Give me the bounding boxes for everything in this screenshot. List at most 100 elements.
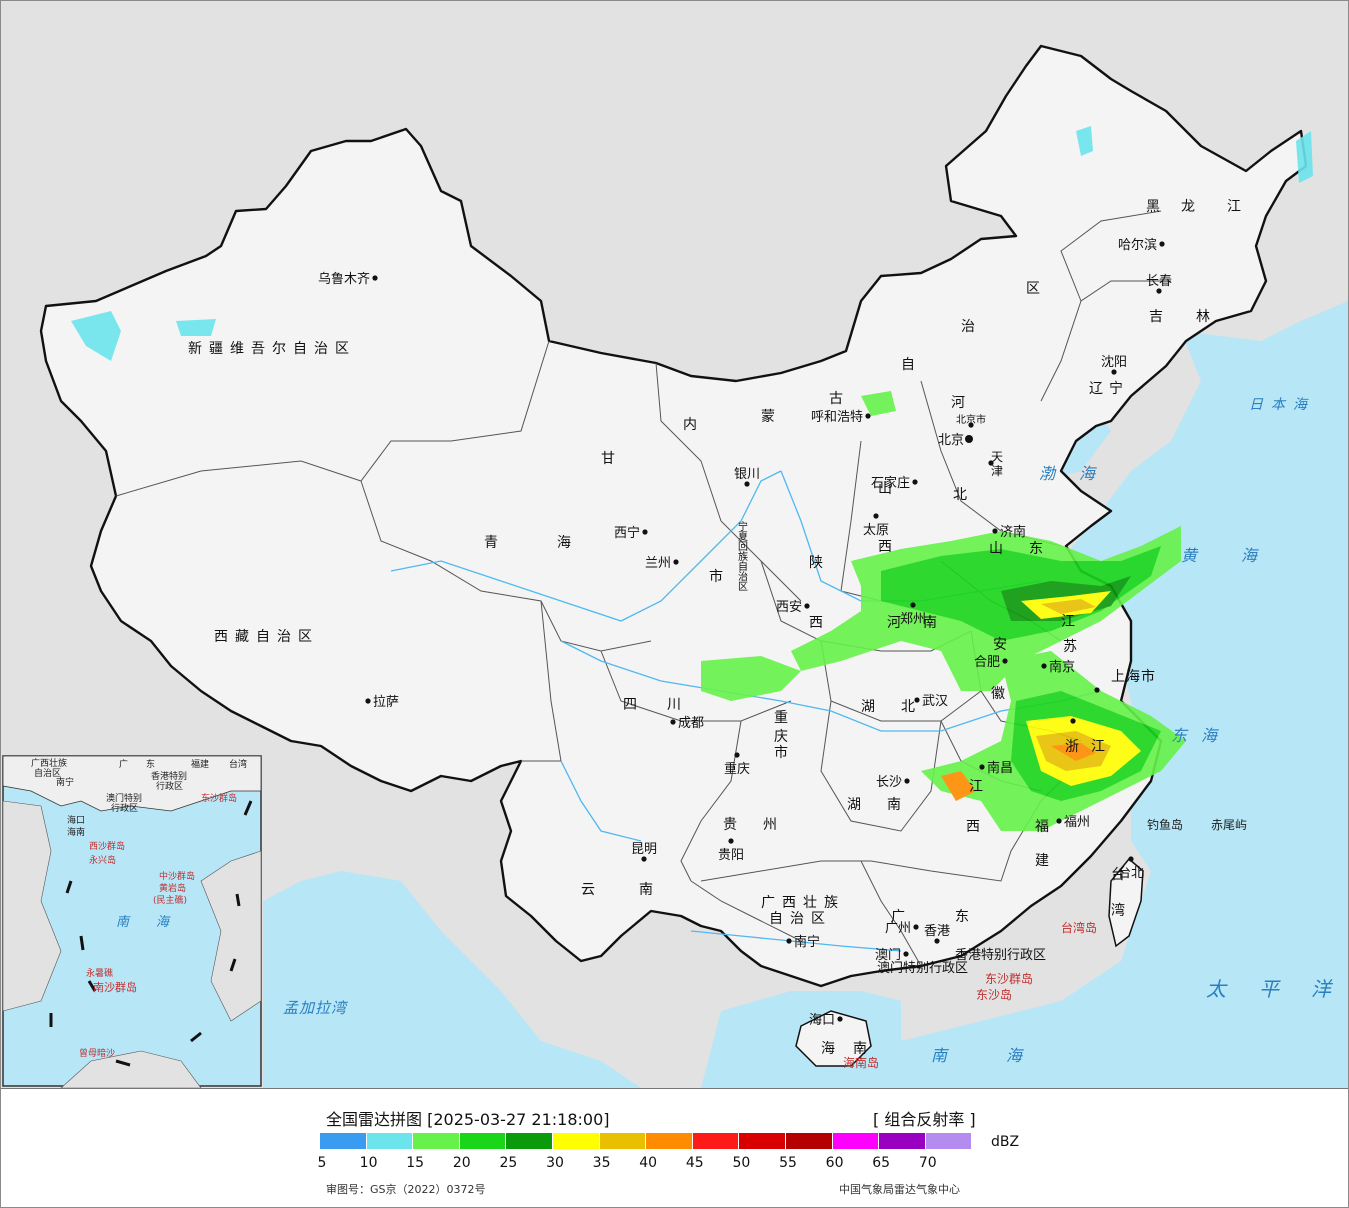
city-label: 南京: [1049, 659, 1075, 675]
svg-text:中沙群岛: 中沙群岛: [159, 870, 195, 882]
svg-text:自: 自: [901, 357, 922, 373]
svg-text:东: 东: [1171, 726, 1195, 745]
city-label: 郑州: [900, 612, 926, 627]
scale-tick-label: 15: [406, 1155, 425, 1171]
city-marker: [365, 698, 371, 704]
city-marker: [979, 764, 985, 770]
city-marker: [912, 479, 918, 485]
svg-text:日本海: 日本海: [1249, 397, 1315, 413]
city-label: 石家庄: [871, 475, 910, 491]
city-marker: [1094, 687, 1100, 693]
city-marker: [903, 951, 909, 957]
svg-text:东: 东: [1029, 541, 1050, 557]
scale-tick-label: 5: [317, 1155, 327, 1171]
inset-nine-dash: [49, 800, 253, 1067]
city-label: 北京市: [956, 413, 986, 426]
svg-text:黑: 黑: [1146, 199, 1167, 215]
svg-text:湾: 湾: [1111, 902, 1132, 919]
city-marker: [965, 435, 973, 443]
svg-text:广西壮族: 广西壮族: [761, 895, 845, 911]
svg-text:州: 州: [763, 817, 784, 833]
color-swatch: [879, 1133, 926, 1149]
svg-text:江: 江: [1061, 614, 1082, 630]
svg-text:海: 海: [821, 1041, 842, 1057]
svg-text:津: 津: [991, 464, 1010, 478]
inset-labels: 广西壮族 自治区 南宁 广东 福建 台湾 香港特别行政区 澳门特别行政区 东沙群…: [31, 757, 247, 1059]
city-marker: [988, 460, 994, 466]
city-marker: [1111, 369, 1117, 375]
svg-text:辽: 辽: [1089, 381, 1110, 397]
city-marker: [734, 752, 740, 758]
scale-tick-label: 60: [825, 1155, 844, 1171]
sea-bay-of-bengal: [263, 871, 641, 1088]
legend-product: [ 组合反射率 ]: [873, 1110, 976, 1129]
city-label: 银川: [734, 467, 760, 482]
svg-text:市: 市: [774, 744, 795, 761]
svg-text:南: 南: [923, 615, 944, 631]
svg-text:黄岩岛: 黄岩岛: [159, 882, 186, 894]
svg-text:广西壮族: 广西壮族: [31, 757, 67, 769]
city-label: 长春: [1146, 274, 1172, 289]
svg-text:渤: 渤: [1039, 464, 1063, 483]
svg-text:海: 海: [1241, 546, 1265, 565]
city-marker: [670, 719, 676, 725]
color-swatch: [413, 1133, 460, 1149]
svg-text:区: 区: [1026, 281, 1047, 297]
city-marker: [786, 938, 792, 944]
svg-text:广: 广: [891, 909, 912, 925]
svg-text:台湾: 台湾: [229, 758, 247, 770]
approval-number: 审图号：GS京（2022）0372号: [326, 1183, 486, 1196]
scale-tick-label: 25: [499, 1155, 518, 1171]
city-label: 济南: [1000, 524, 1026, 540]
svg-text:宁夏回族自治区: 宁夏回族自治区: [736, 520, 748, 591]
hainan-island: [795, 1010, 872, 1067]
scale-tick-label: 45: [685, 1155, 704, 1171]
svg-text:徽: 徽: [991, 686, 1012, 702]
svg-text:海口: 海口: [67, 814, 85, 826]
scale-tick-label: 55: [779, 1155, 797, 1171]
city-label: 西宁: [614, 525, 640, 541]
city-label: 澳门: [875, 947, 901, 963]
svg-text:南沙群岛: 南沙群岛: [93, 980, 137, 994]
svg-text:古: 古: [829, 391, 850, 407]
svg-text:平: 平: [1259, 977, 1287, 1001]
svg-text:青: 青: [484, 535, 505, 551]
svg-text:澳门特别行政区: 澳门特别行政区: [877, 960, 968, 976]
city-label: 海口: [809, 1013, 835, 1028]
svg-text:南: 南: [931, 1046, 955, 1065]
city-marker: [934, 938, 940, 944]
svg-text:台: 台: [1111, 867, 1132, 883]
city-label: 南宁: [794, 934, 820, 950]
inset-borneo: [60, 1050, 202, 1088]
city-marker: [1156, 288, 1162, 294]
svg-text:东: 东: [955, 909, 976, 925]
color-swatch: [692, 1133, 740, 1149]
city-marker: [837, 1016, 843, 1022]
svg-text:东: 东: [146, 758, 155, 770]
svg-text:西沙群岛: 西沙群岛: [89, 840, 125, 852]
city-marker: [968, 422, 974, 428]
svg-text:海: 海: [557, 535, 578, 551]
city-label: 兰州: [645, 556, 671, 571]
city-marker: [913, 924, 919, 930]
svg-text:宁: 宁: [1109, 380, 1130, 397]
city-marker: [728, 838, 734, 844]
svg-text:治: 治: [961, 319, 982, 335]
city-label: 哈尔滨: [1118, 237, 1157, 253]
svg-text:海: 海: [1201, 726, 1225, 745]
svg-text:东沙岛: 东沙岛: [976, 987, 1012, 1002]
city-marker: [642, 529, 648, 535]
color-swatch: [785, 1133, 833, 1149]
svg-text:南: 南: [887, 797, 908, 813]
city-marker: [744, 481, 750, 487]
svg-text:黄: 黄: [1181, 546, 1205, 565]
sea-labels: 日本海 渤海 黄海 东海 太平洋 南海 孟加拉湾: [283, 397, 1331, 1065]
city-marker: [1159, 241, 1165, 247]
svg-text:福: 福: [1035, 819, 1056, 835]
city-label: 太原: [863, 523, 889, 538]
svg-text:四: 四: [623, 697, 644, 713]
svg-text:自治区: 自治区: [769, 911, 832, 927]
svg-text:林: 林: [1196, 309, 1217, 325]
svg-text:内: 内: [683, 417, 704, 433]
svg-text:自治区: 自治区: [34, 767, 61, 779]
